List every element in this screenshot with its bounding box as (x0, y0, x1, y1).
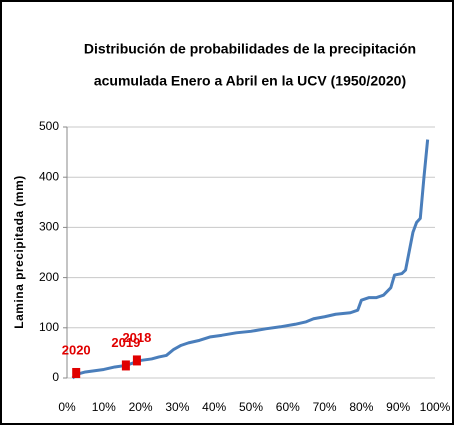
y-tick-label: 100 (39, 320, 59, 334)
x-tick-label: 40% (202, 400, 226, 414)
x-tick-label: 100% (420, 400, 451, 414)
x-tick-label: 80% (349, 400, 373, 414)
y-tick-label: 500 (39, 119, 59, 133)
x-tick-label: 30% (165, 400, 189, 414)
x-tick-label: 50% (239, 400, 263, 414)
x-tick-label: 0% (58, 400, 76, 414)
year-label: 2019 (111, 335, 140, 350)
year-marker (121, 360, 130, 371)
year-label: 2020 (62, 342, 91, 357)
y-tick-label: 200 (39, 270, 59, 284)
y-tick-label: 400 (39, 169, 59, 183)
data-line (71, 139, 430, 380)
y-tick-label: 300 (39, 220, 59, 234)
x-tick-label: 70% (313, 400, 337, 414)
y-tick-label: 0 (52, 370, 59, 384)
x-tick-label: 90% (386, 400, 410, 414)
year-marker (72, 367, 81, 378)
x-tick-label: 10% (92, 400, 116, 414)
year-marker (132, 355, 141, 366)
chart-title-line: acumulada Enero a Abril en la UCV (1950/… (94, 73, 406, 89)
chart-title-line: Distribución de probabilidades de la pre… (84, 41, 416, 57)
y-axis-title: Lamina precipitada (mm) (12, 175, 26, 329)
x-tick-label: 60% (276, 400, 300, 414)
year-label: 2018 (122, 330, 151, 345)
x-tick-label: 20% (129, 400, 153, 414)
